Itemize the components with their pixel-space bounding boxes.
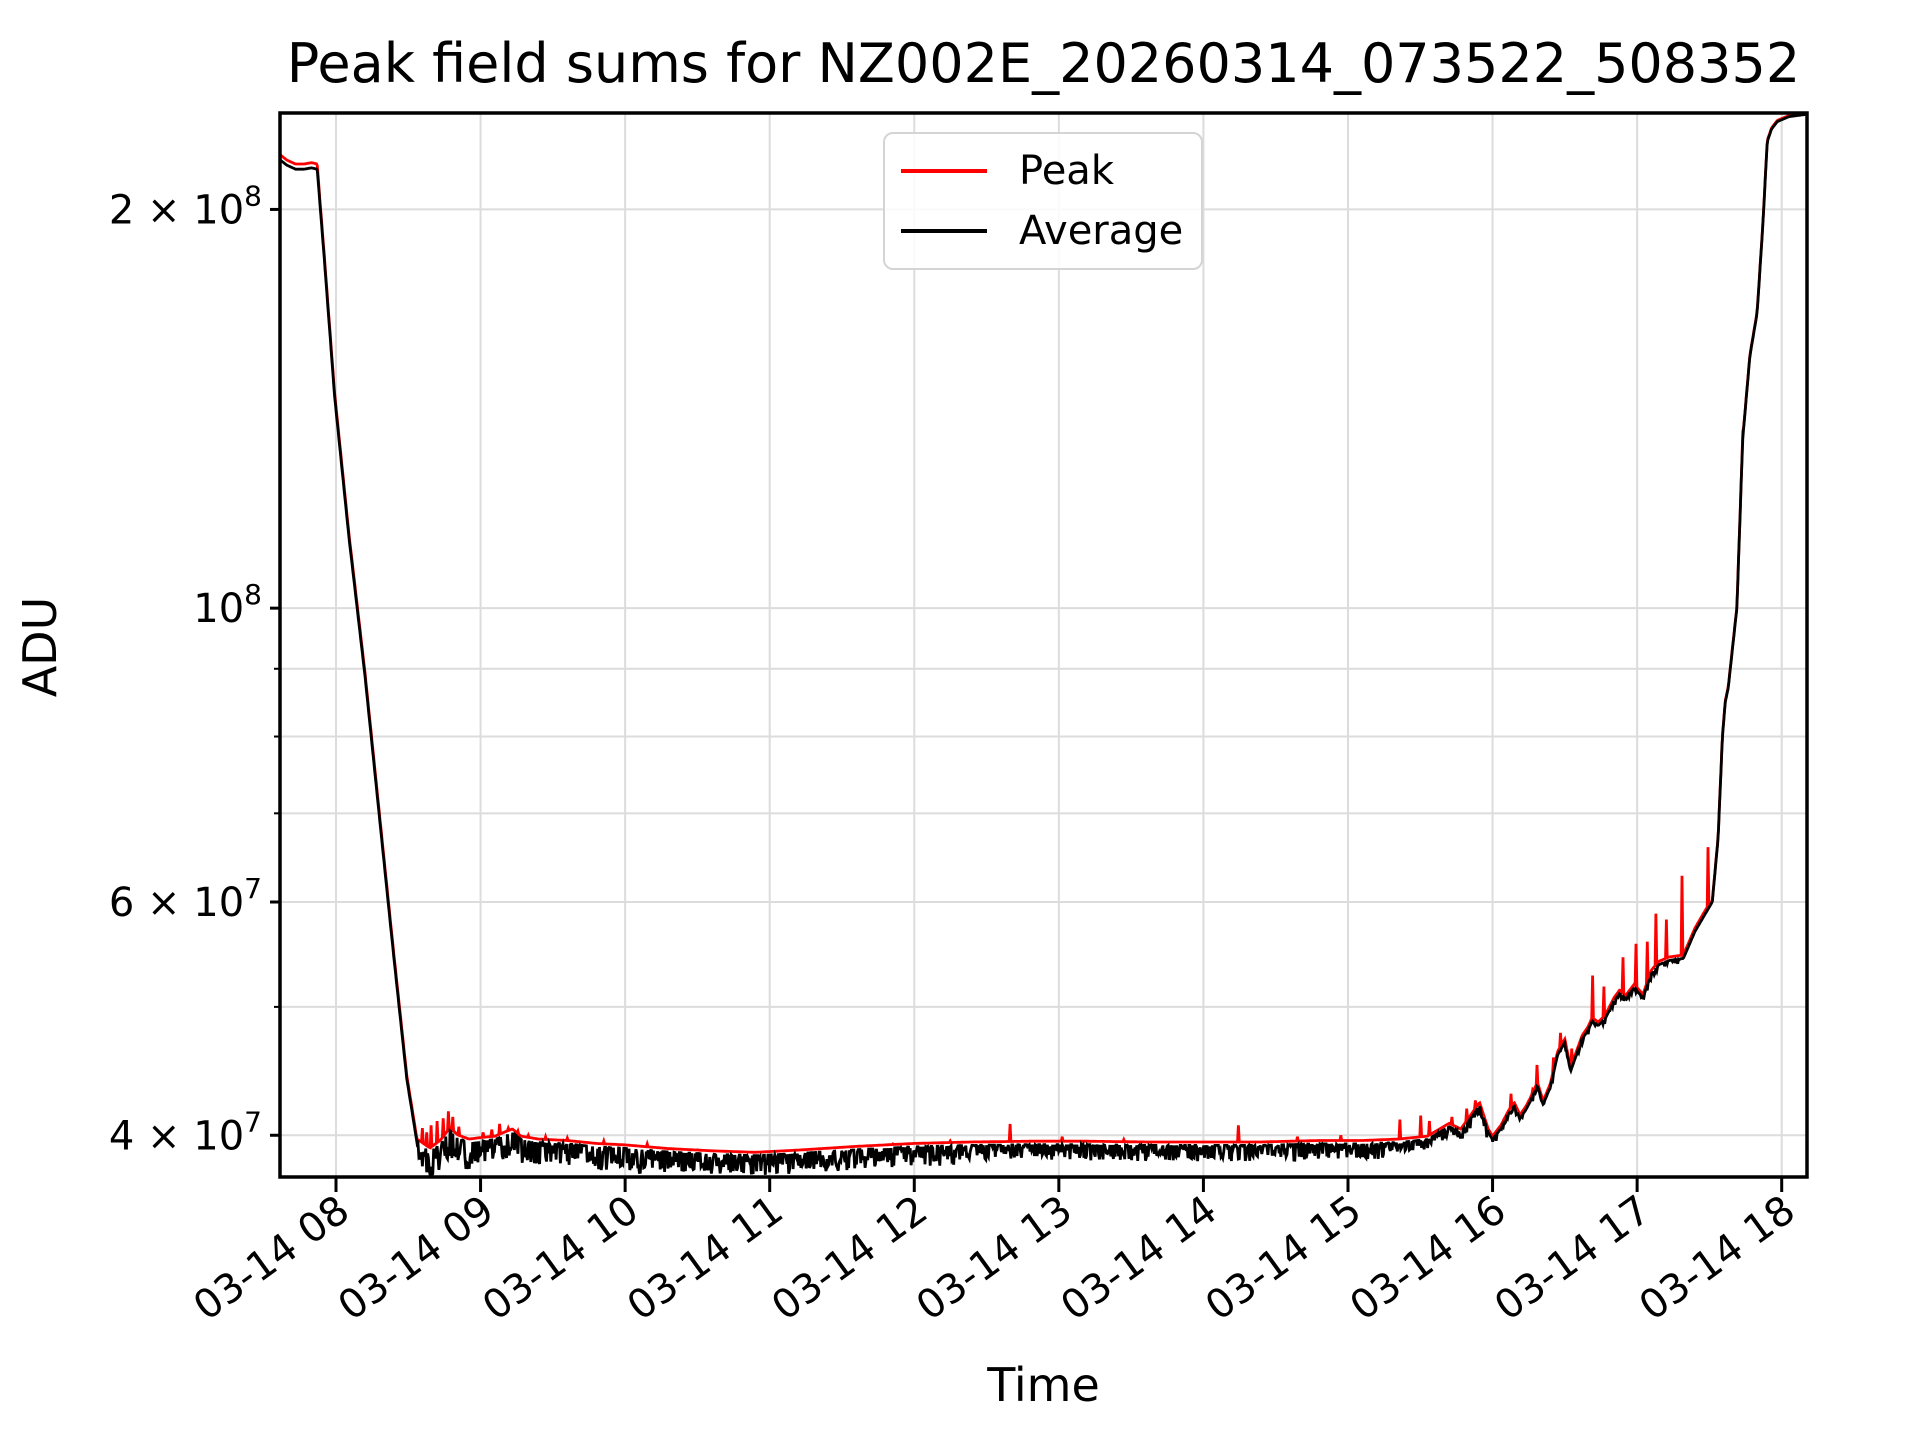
chart-title: Peak field sums for NZ002E_20260314_0735… — [286, 32, 1801, 95]
y-tick-label: 4 × 107 — [109, 1105, 262, 1159]
x-tick-label: 03-14 08 — [185, 1187, 358, 1330]
x-tick-label: 03-14 09 — [330, 1187, 503, 1330]
x-tick-label: 03-14 15 — [1197, 1187, 1370, 1330]
x-tick-label: 03-14 12 — [764, 1187, 937, 1330]
plot-spines — [278, 111, 1809, 1179]
legend-label-peak: Peak — [1019, 148, 1114, 195]
x-tick-label: 03-14 10 — [474, 1187, 647, 1330]
legend-item-average: Average — [885, 203, 1201, 259]
x-axis-label: Time — [987, 1358, 1100, 1412]
x-tick-label: 03-14 16 — [1342, 1187, 1515, 1330]
peak-line-swatch — [901, 169, 987, 174]
legend-item-peak: Peak — [885, 143, 1201, 199]
legend-label-average: Average — [1019, 207, 1184, 254]
y-tick-label: 6 × 107 — [109, 872, 262, 926]
average-line-swatch — [901, 228, 987, 233]
series-average-line — [280, 113, 1807, 1177]
legend-box: Peak Average — [883, 132, 1203, 270]
x-tick-label: 03-14 14 — [1053, 1187, 1226, 1330]
x-tick-label: 03-14 11 — [619, 1187, 792, 1330]
y-tick-label: 108 — [193, 578, 262, 632]
y-tick-label: 2 × 108 — [109, 179, 262, 233]
x-tick-label: 03-14 17 — [1486, 1187, 1659, 1330]
x-tick-label: 03-14 18 — [1631, 1187, 1804, 1330]
x-tick-label: 03-14 13 — [908, 1187, 1081, 1330]
